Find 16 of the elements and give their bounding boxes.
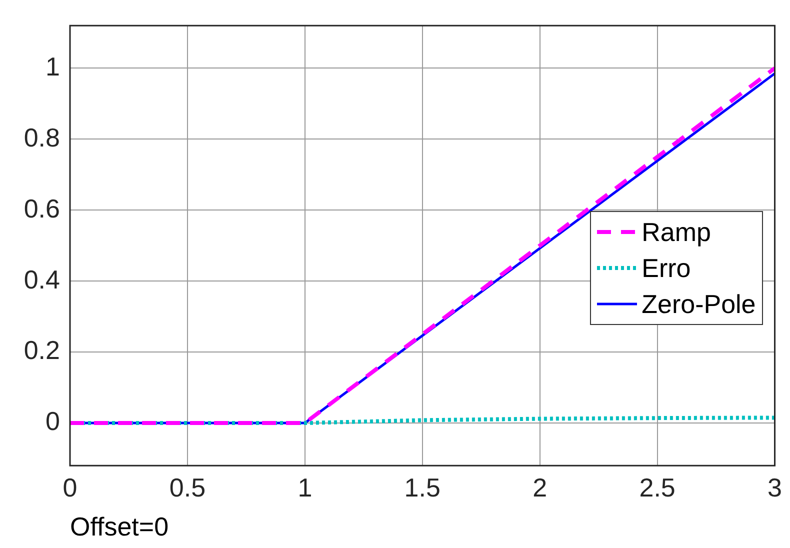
x-tick-label: 3 (768, 472, 782, 502)
y-tick-label: 0.8 (24, 122, 60, 152)
y-tick-label: 0.6 (24, 193, 60, 224)
y-tick-label: 0 (46, 406, 60, 436)
x-tick-label: 0.5 (169, 472, 206, 502)
legend-label: Ramp (642, 216, 711, 249)
x-tick-label: 1.5 (404, 472, 440, 502)
x-tick-label: 2 (532, 472, 548, 502)
legend-label: Erro (642, 252, 691, 285)
x-axis-title: Offset=0 (70, 512, 169, 542)
x-tick-label: 1 (298, 472, 312, 502)
y-tick-label: 1 (46, 51, 60, 82)
y-tick-label: 0.2 (24, 335, 60, 366)
legend-label: Zero-Pole (642, 288, 756, 321)
y-tick-label: 0.4 (24, 264, 60, 294)
x-tick-label: 2.5 (639, 472, 676, 502)
